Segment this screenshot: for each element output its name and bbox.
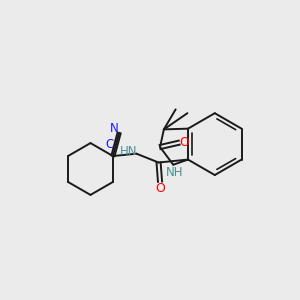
Text: N: N xyxy=(110,122,118,135)
Text: NH: NH xyxy=(166,167,184,179)
Text: O: O xyxy=(179,136,189,149)
Text: C: C xyxy=(105,138,113,151)
Text: HN: HN xyxy=(119,145,137,158)
Text: O: O xyxy=(155,182,165,195)
